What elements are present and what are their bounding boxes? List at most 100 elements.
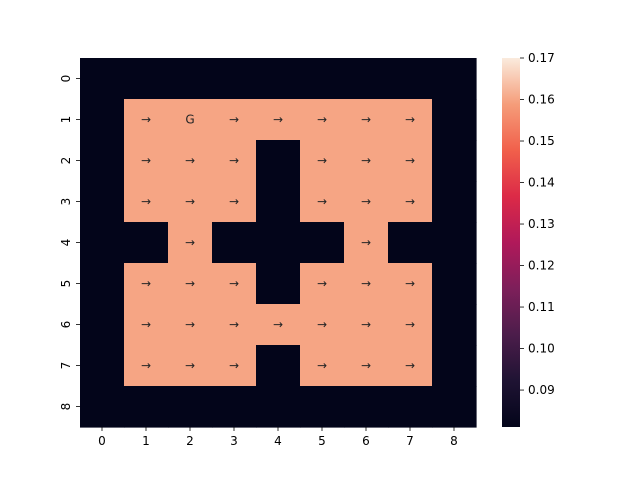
- y-tick-label: 1: [59, 116, 73, 124]
- arrow-annotation: →: [405, 195, 415, 209]
- arrow-annotation: →: [185, 359, 195, 373]
- arrow-annotation: →: [405, 154, 415, 168]
- heatmap-cell: [344, 386, 389, 428]
- heatmap-cell: [256, 304, 301, 346]
- heatmap-cell: [168, 263, 213, 305]
- heatmap-cell: [80, 386, 125, 428]
- arrow-annotation: →: [185, 277, 195, 291]
- arrow-annotation: →: [405, 318, 415, 332]
- arrow-annotation: →: [229, 277, 239, 291]
- heatmap-cell: [80, 181, 125, 223]
- heatmap-cell: [432, 58, 477, 100]
- heatmap-cell: [124, 181, 169, 223]
- heatmap-cell: [124, 222, 169, 264]
- arrow-annotation: →: [185, 318, 195, 332]
- heatmap-cell: [300, 263, 345, 305]
- heatmap-cell: [256, 386, 301, 428]
- heatmap-cell: [388, 222, 433, 264]
- heatmap-cell: [432, 222, 477, 264]
- heatmap-cell: [168, 58, 213, 100]
- colorbar-tick-label: 0.15: [528, 134, 555, 148]
- heatmap-cell: [124, 263, 169, 305]
- heatmap-cell: [212, 304, 257, 346]
- arrow-annotation: →: [229, 318, 239, 332]
- heatmap-cell: [212, 140, 257, 182]
- y-tick-label: 3: [59, 198, 73, 206]
- heatmap-cell: [124, 304, 169, 346]
- arrow-annotation: →: [317, 359, 327, 373]
- heatmap-cell: [256, 99, 301, 141]
- heatmap-cell: [432, 99, 477, 141]
- arrow-annotation: →: [141, 277, 151, 291]
- colorbar-tick-label: 0.14: [528, 176, 555, 190]
- heatmap-cell: [344, 58, 389, 100]
- y-axis: 0 1 2 3 4 5 6 7 8: [59, 75, 80, 410]
- heatmap-cell: [300, 58, 345, 100]
- y-tick-label: 5: [59, 280, 73, 288]
- arrow-annotation: →: [185, 236, 195, 250]
- colorbar-tick-label: 0.09: [528, 383, 555, 397]
- arrow-annotation: →: [361, 236, 371, 250]
- goal-label: G: [185, 113, 194, 127]
- heatmap-cell: [432, 386, 477, 428]
- heatmap-cell: [388, 58, 433, 100]
- heatmap-cell: [212, 222, 257, 264]
- arrow-annotation: →: [317, 318, 327, 332]
- heatmap-cell: [344, 181, 389, 223]
- heatmap-cell: [212, 58, 257, 100]
- arrow-annotation: →: [141, 113, 151, 127]
- arrow-annotation: →: [185, 154, 195, 168]
- arrow-annotation: →: [361, 154, 371, 168]
- arrow-annotation: →: [361, 113, 371, 127]
- heatmap-cell: [80, 99, 125, 141]
- heatmap-cell: [80, 345, 125, 387]
- x-tick-label: 8: [450, 434, 458, 448]
- heatmap-cell: [432, 304, 477, 346]
- arrow-annotation: →: [317, 195, 327, 209]
- arrow-annotation: →: [317, 113, 327, 127]
- heatmap-cell: [124, 345, 169, 387]
- arrow-annotation: →: [273, 318, 283, 332]
- heatmap-cell: [80, 304, 125, 346]
- heatmap-cell: [168, 345, 213, 387]
- heatmap-cell: [300, 99, 345, 141]
- x-tick-label: 1: [142, 434, 150, 448]
- heatmap-cell: [300, 222, 345, 264]
- heatmap-cell: [388, 386, 433, 428]
- heatmap-cell: [300, 140, 345, 182]
- arrow-annotation: →: [361, 277, 371, 291]
- arrow-annotation: →: [229, 154, 239, 168]
- y-tick-label: 6: [59, 321, 73, 329]
- heatmap-cell: [388, 140, 433, 182]
- heatmap-cell: [388, 181, 433, 223]
- y-tick-label: 0: [59, 75, 73, 83]
- x-tick-label: 6: [362, 434, 370, 448]
- heatmap-cell: [168, 181, 213, 223]
- arrow-annotation: →: [361, 318, 371, 332]
- x-tick-label: 0: [98, 434, 106, 448]
- arrow-annotation: →: [405, 359, 415, 373]
- colorbar-tick-label: 0.11: [528, 300, 555, 314]
- heatmap-cell: [212, 181, 257, 223]
- heatmap-cell: [300, 181, 345, 223]
- heatmap-cell: [256, 263, 301, 305]
- arrow-annotation: →: [141, 318, 151, 332]
- heatmap-cell: [212, 99, 257, 141]
- cell-annotations: → G → → → → → → → → → → → → → → → → → → → → → → → → → → → → → → → → → → → → → →: [141, 113, 415, 373]
- colorbar-tick-label: 0.10: [528, 342, 555, 356]
- arrow-annotation: →: [141, 359, 151, 373]
- arrow-annotation: →: [141, 195, 151, 209]
- heatmap-cell: [168, 99, 213, 141]
- heatmap-cell: [432, 345, 477, 387]
- heatmap-cell: [388, 304, 433, 346]
- x-tick-label: 2: [186, 434, 194, 448]
- arrow-annotation: →: [229, 113, 239, 127]
- heatmap-cell: [344, 304, 389, 346]
- heatmap-cell: [124, 58, 169, 100]
- x-tick-label: 3: [230, 434, 238, 448]
- y-tick-label: 2: [59, 157, 73, 165]
- heatmap-cell: [256, 222, 301, 264]
- heatmap-cell: [344, 345, 389, 387]
